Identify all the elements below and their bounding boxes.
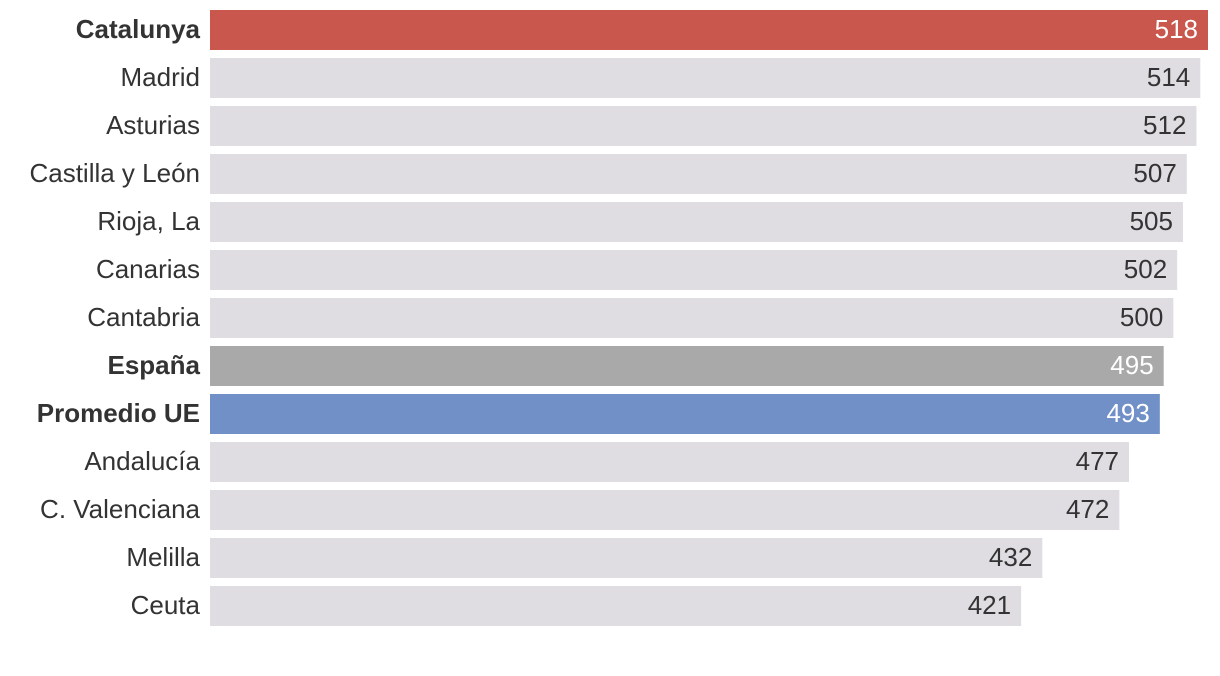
- category-label: Castilla y León: [29, 158, 200, 188]
- value-label: 500: [1120, 302, 1163, 332]
- value-label: 514: [1147, 62, 1190, 92]
- category-label: Cantabria: [87, 302, 200, 332]
- category-label: Asturias: [106, 110, 200, 140]
- bar: [210, 586, 1022, 626]
- category-label: Madrid: [121, 62, 200, 92]
- bar: [210, 538, 1043, 578]
- value-label: 421: [968, 590, 1011, 620]
- value-label: 472: [1066, 494, 1109, 524]
- bar: [210, 10, 1208, 50]
- value-label: 505: [1130, 206, 1173, 236]
- bar: [210, 442, 1130, 482]
- value-label: 512: [1143, 110, 1186, 140]
- category-label: Catalunya: [76, 14, 201, 44]
- bar: [210, 394, 1160, 434]
- bar: [210, 106, 1197, 146]
- value-label: 507: [1133, 158, 1176, 188]
- category-label: Melilla: [126, 542, 200, 572]
- value-label: 432: [989, 542, 1032, 572]
- category-label: Promedio UE: [37, 398, 200, 428]
- category-label: C. Valenciana: [40, 494, 200, 524]
- bar: [210, 154, 1187, 194]
- bar: [210, 250, 1178, 290]
- bar: [210, 346, 1164, 386]
- value-label: 495: [1110, 350, 1153, 380]
- category-label: Canarias: [96, 254, 200, 284]
- bar: [210, 202, 1183, 242]
- category-label: España: [108, 350, 201, 380]
- value-label: 502: [1124, 254, 1167, 284]
- value-label: 518: [1155, 14, 1198, 44]
- category-label: Rioja, La: [97, 206, 200, 236]
- value-label: 477: [1076, 446, 1119, 476]
- value-label: 493: [1106, 398, 1149, 428]
- category-label: Andalucía: [84, 446, 200, 476]
- bar: [210, 490, 1120, 530]
- bar: [210, 58, 1201, 98]
- bar: [210, 298, 1174, 338]
- category-label: Ceuta: [131, 590, 201, 620]
